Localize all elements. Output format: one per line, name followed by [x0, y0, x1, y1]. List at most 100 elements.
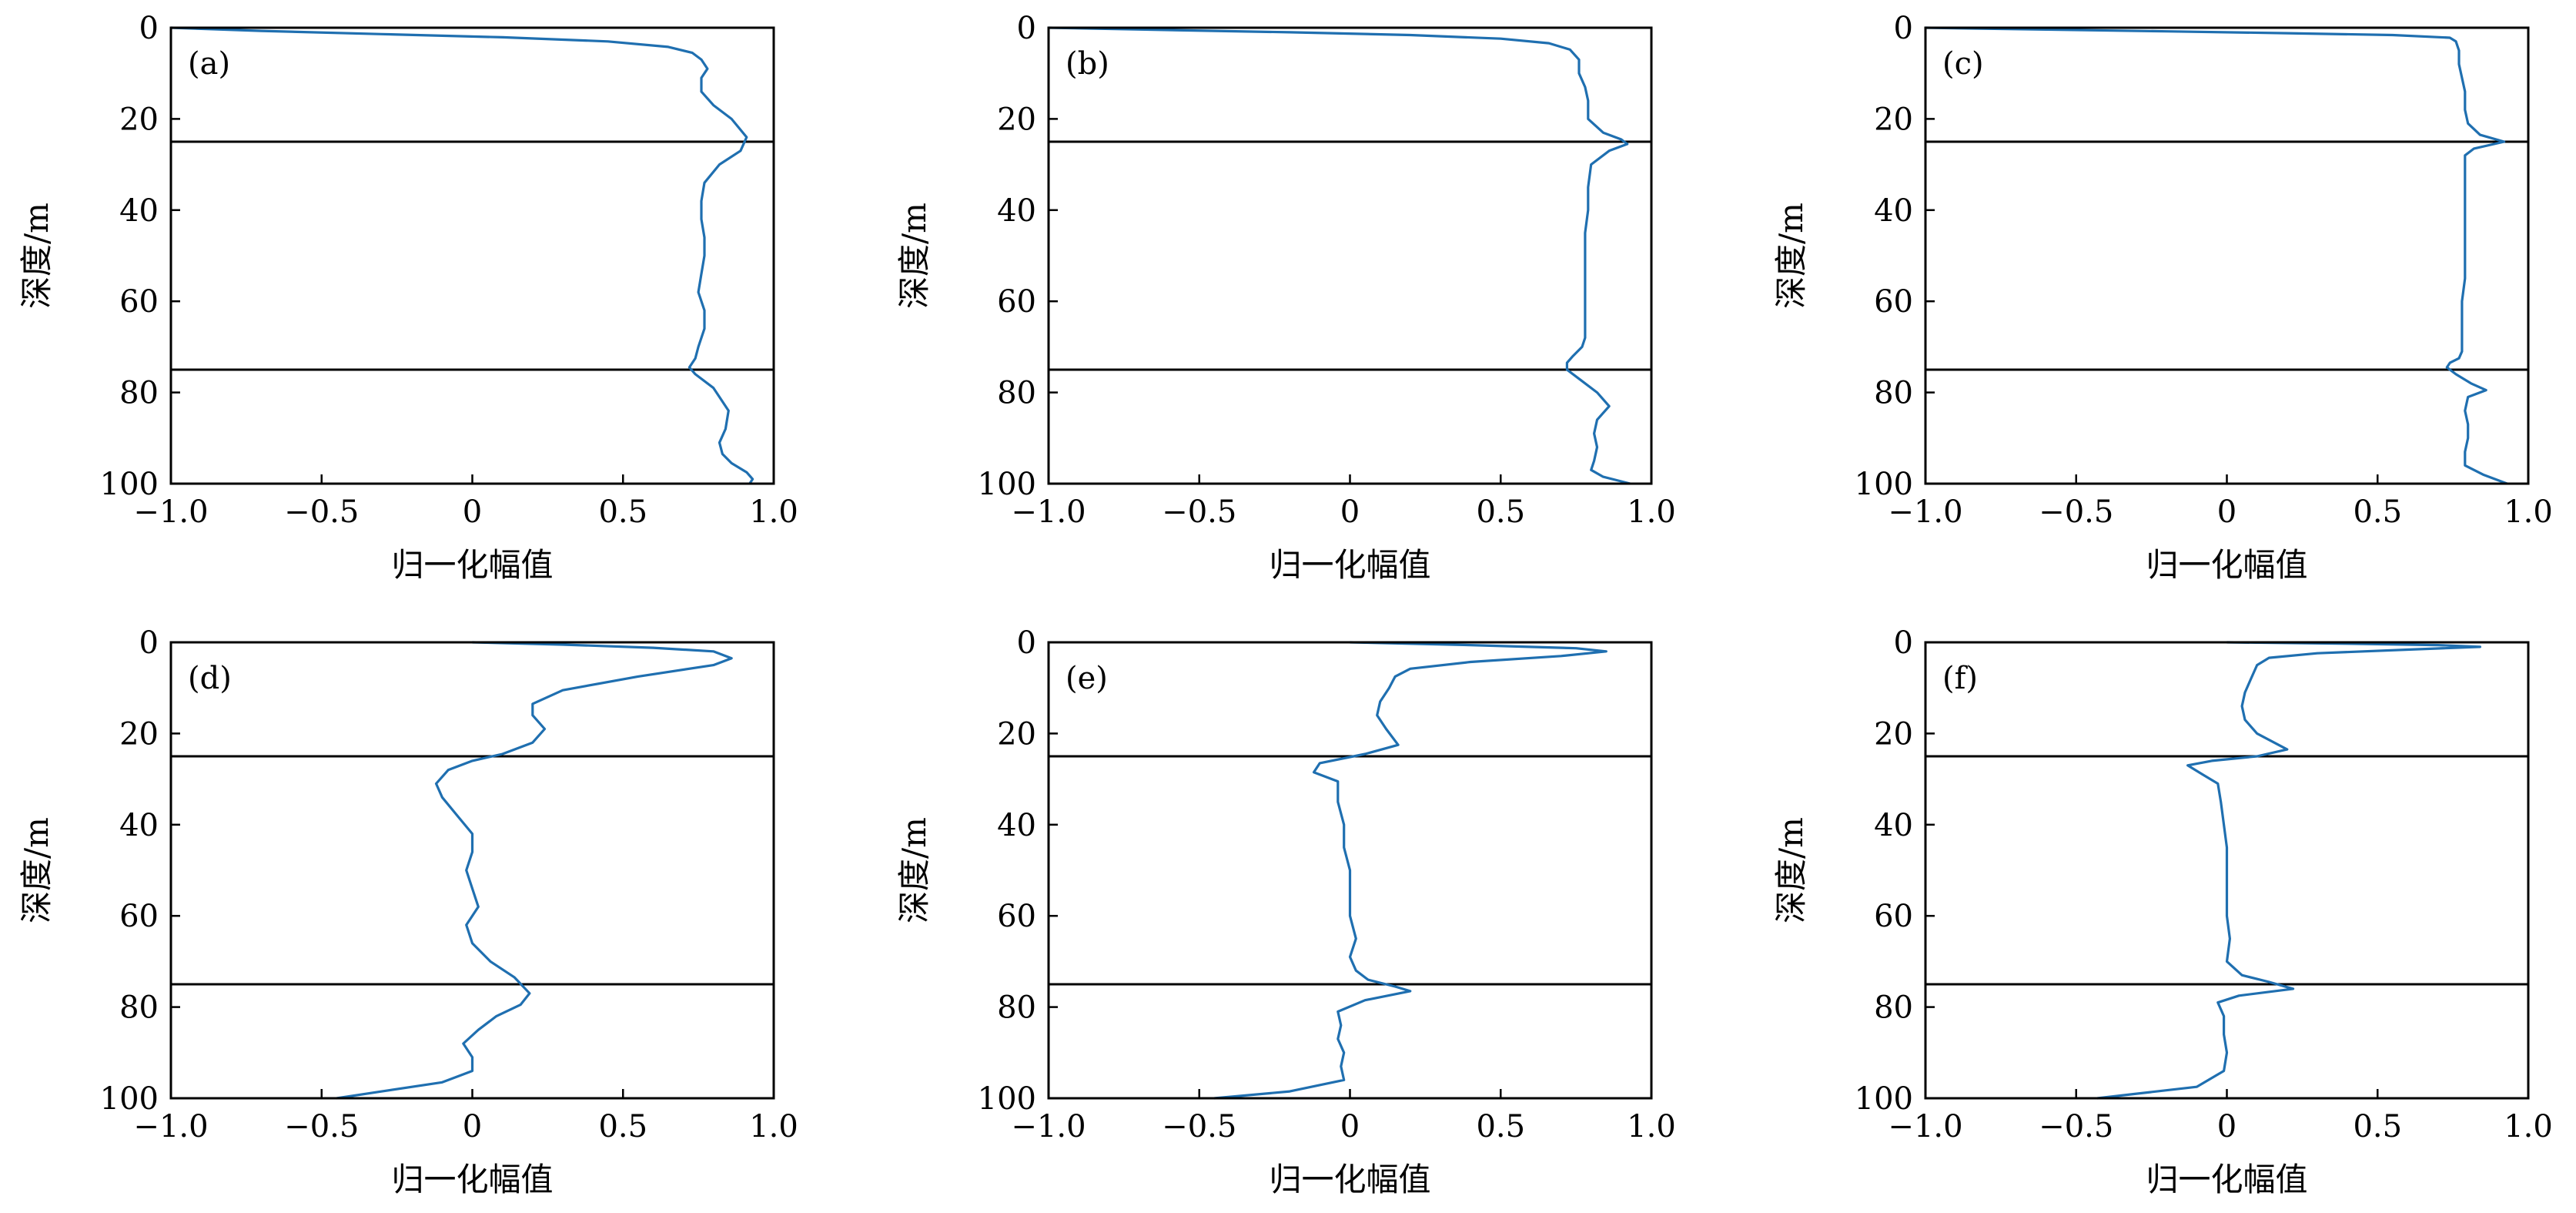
y-axis-label: 深度/m [895, 817, 933, 923]
x-tick-label: −1.0 [1888, 494, 1962, 530]
y-tick-label: 100 [978, 467, 1036, 502]
x-tick-label: 0.5 [598, 494, 647, 530]
plot-frame [169, 26, 775, 485]
y-tick-label: 40 [997, 808, 1036, 843]
y-tick-label: 80 [1874, 376, 1913, 411]
panel-c: −1.0 −0.5 0 0.5 1.0 0 20 40 60 80 100 归一化幅值 深度/m (c) [1772, 11, 2553, 584]
panel-e: −1.0 −0.5 0 0.5 1.0 0 20 40 60 80 100 归一化幅值 深度/m (e) [895, 625, 1676, 1198]
y-axis-label: 深度/m [1772, 203, 1810, 309]
plot-frame [1924, 26, 2530, 485]
y-tick-label: 100 [978, 1081, 1036, 1117]
y-tick-label: 60 [119, 899, 159, 934]
y-tick-label: 0 [139, 625, 159, 661]
y-tick-label: 80 [1874, 990, 1913, 1026]
y-tick-label: 80 [119, 990, 159, 1026]
y-axis-label: 深度/m [18, 203, 55, 309]
x-tick-label: 1.0 [1627, 494, 1676, 530]
panel-label: (a) [188, 46, 230, 82]
y-tick-label: 20 [997, 102, 1036, 137]
y-tick-label: 20 [119, 716, 159, 752]
y-tick-label: 60 [1874, 284, 1913, 320]
y-tick-label: 0 [139, 11, 159, 46]
x-tick-label: 0 [2217, 1109, 2236, 1144]
x-tick-label: −1.0 [133, 494, 208, 530]
x-tick-label: −0.5 [284, 1109, 359, 1144]
x-tick-label: 1.0 [749, 494, 798, 530]
x-tick-label: 1.0 [2504, 494, 2553, 530]
panel-label: (e) [1066, 661, 1108, 696]
x-tick-label: −1.0 [1888, 1109, 1962, 1144]
x-tick-label: 1.0 [1627, 1109, 1676, 1144]
amplitude-depth-curve [1214, 641, 1607, 1100]
y-axis-label: 深度/m [18, 817, 55, 923]
panel-label: (f) [1942, 661, 1978, 696]
x-tick-label: −0.5 [2039, 494, 2113, 530]
y-tick-label: 80 [119, 376, 159, 411]
y-tick-label: 40 [1874, 193, 1913, 229]
x-tick-label: 1.0 [2504, 1109, 2553, 1144]
x-axis-label: 归一化幅值 [1269, 1161, 1430, 1198]
y-tick-label: 0 [1894, 625, 1913, 661]
x-axis-label: 归一化幅值 [391, 546, 553, 584]
y-tick-label: 100 [100, 1081, 159, 1117]
y-tick-label: 60 [119, 284, 159, 320]
y-tick-label: 20 [1874, 102, 1913, 137]
y-tick-label: 60 [1874, 899, 1913, 934]
x-axis-label: 归一化幅值 [2146, 546, 2307, 584]
y-tick-label: 60 [997, 899, 1036, 934]
x-tick-label: −0.5 [1162, 1109, 1236, 1144]
x-tick-label: −1.0 [1011, 1109, 1086, 1144]
x-tick-label: −0.5 [2039, 1109, 2113, 1144]
y-tick-label: 100 [1855, 1081, 1913, 1117]
amplitude-depth-curve [2097, 641, 2481, 1100]
x-tick-label: 0 [2217, 494, 2236, 530]
panel-d: −1.0 −0.5 0 0.5 1.0 0 20 40 60 80 100 归一化幅值 深度/m (d) [18, 625, 798, 1198]
x-tick-label: −0.5 [1162, 494, 1236, 530]
x-tick-label: 0 [1340, 494, 1360, 530]
x-axis-label: 归一化幅值 [1269, 546, 1430, 584]
panel-b: −1.0 −0.5 0 0.5 1.0 0 20 40 60 80 100 归一化幅值 深度/m (b) [895, 11, 1676, 584]
y-tick-label: 0 [1017, 625, 1036, 661]
y-axis-label: 深度/m [1772, 817, 1810, 923]
plot-frame [1047, 26, 1653, 485]
y-tick-label: 80 [997, 376, 1036, 411]
y-tick-label: 60 [997, 284, 1036, 320]
x-tick-label: 0.5 [1476, 1109, 1525, 1144]
y-tick-label: 100 [1855, 467, 1913, 502]
panel-label: (c) [1942, 46, 1984, 82]
y-axis-label: 深度/m [895, 203, 933, 309]
y-tick-label: 20 [119, 102, 159, 137]
y-tick-label: 20 [1874, 716, 1913, 752]
x-tick-label: 0 [463, 1109, 482, 1144]
amplitude-depth-curve [1048, 26, 1631, 485]
panel-f: −1.0 −0.5 0 0.5 1.0 0 20 40 60 80 100 归一化幅值 深度/m (f) [1772, 625, 2553, 1198]
amplitude-depth-curve [1925, 26, 2508, 485]
panel-label: (d) [188, 661, 232, 696]
x-tick-label: −0.5 [284, 494, 359, 530]
y-tick-label: 80 [997, 990, 1036, 1026]
amplitude-depth-curve [336, 641, 733, 1100]
x-tick-label: 0.5 [2353, 494, 2402, 530]
x-tick-label: 0.5 [1476, 494, 1525, 530]
x-tick-label: 1.0 [749, 1109, 798, 1144]
y-tick-label: 40 [119, 808, 159, 843]
y-tick-label: 40 [1874, 808, 1913, 843]
x-tick-label: −1.0 [133, 1109, 208, 1144]
y-tick-label: 40 [997, 193, 1036, 229]
x-axis-label: 归一化幅值 [2146, 1161, 2307, 1198]
plot-frame [169, 641, 775, 1100]
y-tick-label: 100 [100, 467, 159, 502]
y-tick-label: 20 [997, 716, 1036, 752]
panel-a: −1.0 −0.5 0 0.5 1.0 0 20 40 60 80 100 归一化幅值 深度/m (a) [18, 11, 798, 584]
x-tick-label: −1.0 [1011, 494, 1086, 530]
y-tick-label: 0 [1894, 11, 1913, 46]
y-tick-label: 0 [1017, 11, 1036, 46]
x-tick-label: 0 [1340, 1109, 1360, 1144]
x-tick-label: 0.5 [2353, 1109, 2402, 1144]
panel-label: (b) [1066, 46, 1109, 82]
x-axis-label: 归一化幅值 [391, 1161, 553, 1198]
x-tick-label: 0.5 [598, 1109, 647, 1144]
x-tick-label: 0 [463, 494, 482, 530]
y-tick-label: 40 [119, 193, 159, 229]
